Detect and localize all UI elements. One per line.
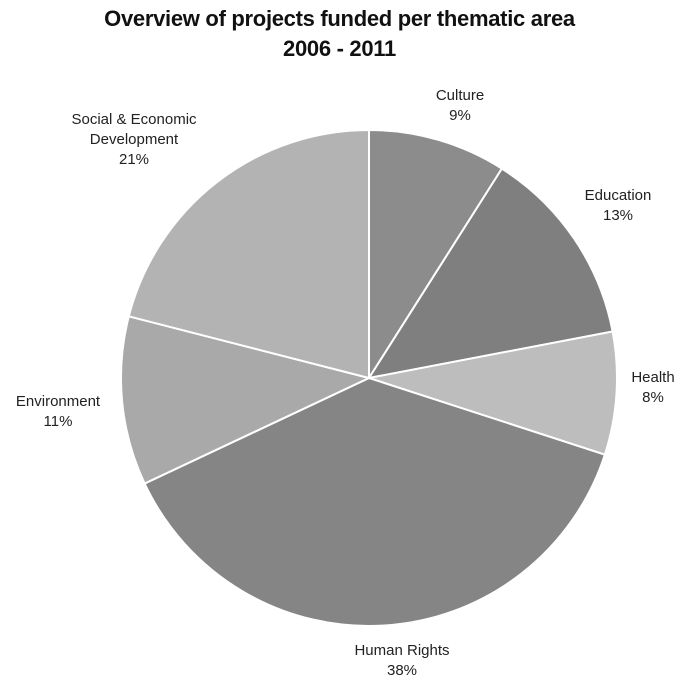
- pie-slice-social-economic-development: [127, 128, 370, 380]
- pie-label-human-rights: Human Rights 38%: [354, 642, 449, 679]
- pie-slices: [120, 128, 618, 627]
- pie-slice-culture: [368, 128, 504, 382]
- pie-label-culture: Culture 9%: [436, 87, 484, 124]
- pie-slice-health: [368, 330, 618, 456]
- pie-label-health: Health 8%: [631, 369, 674, 406]
- pie-label-environment: Environment 11%: [16, 393, 101, 430]
- pie-label-social-economic-development: Social & Economic Development 21%: [71, 111, 197, 168]
- chart-title: Overview of projects funded per thematic…: [0, 4, 679, 64]
- pie-slice-education: [366, 167, 614, 380]
- pie-slice-environment: [120, 315, 372, 485]
- pie-label-education: Education 13%: [585, 187, 652, 224]
- chart-title-line-2: 2006 - 2011: [283, 36, 396, 61]
- pie-slice-human-rights: [143, 376, 607, 627]
- chart-title-line-1: Overview of projects funded per thematic…: [104, 6, 575, 31]
- pie-labels: Culture 9% Education 13% Health 8% Human Right…: [16, 87, 675, 679]
